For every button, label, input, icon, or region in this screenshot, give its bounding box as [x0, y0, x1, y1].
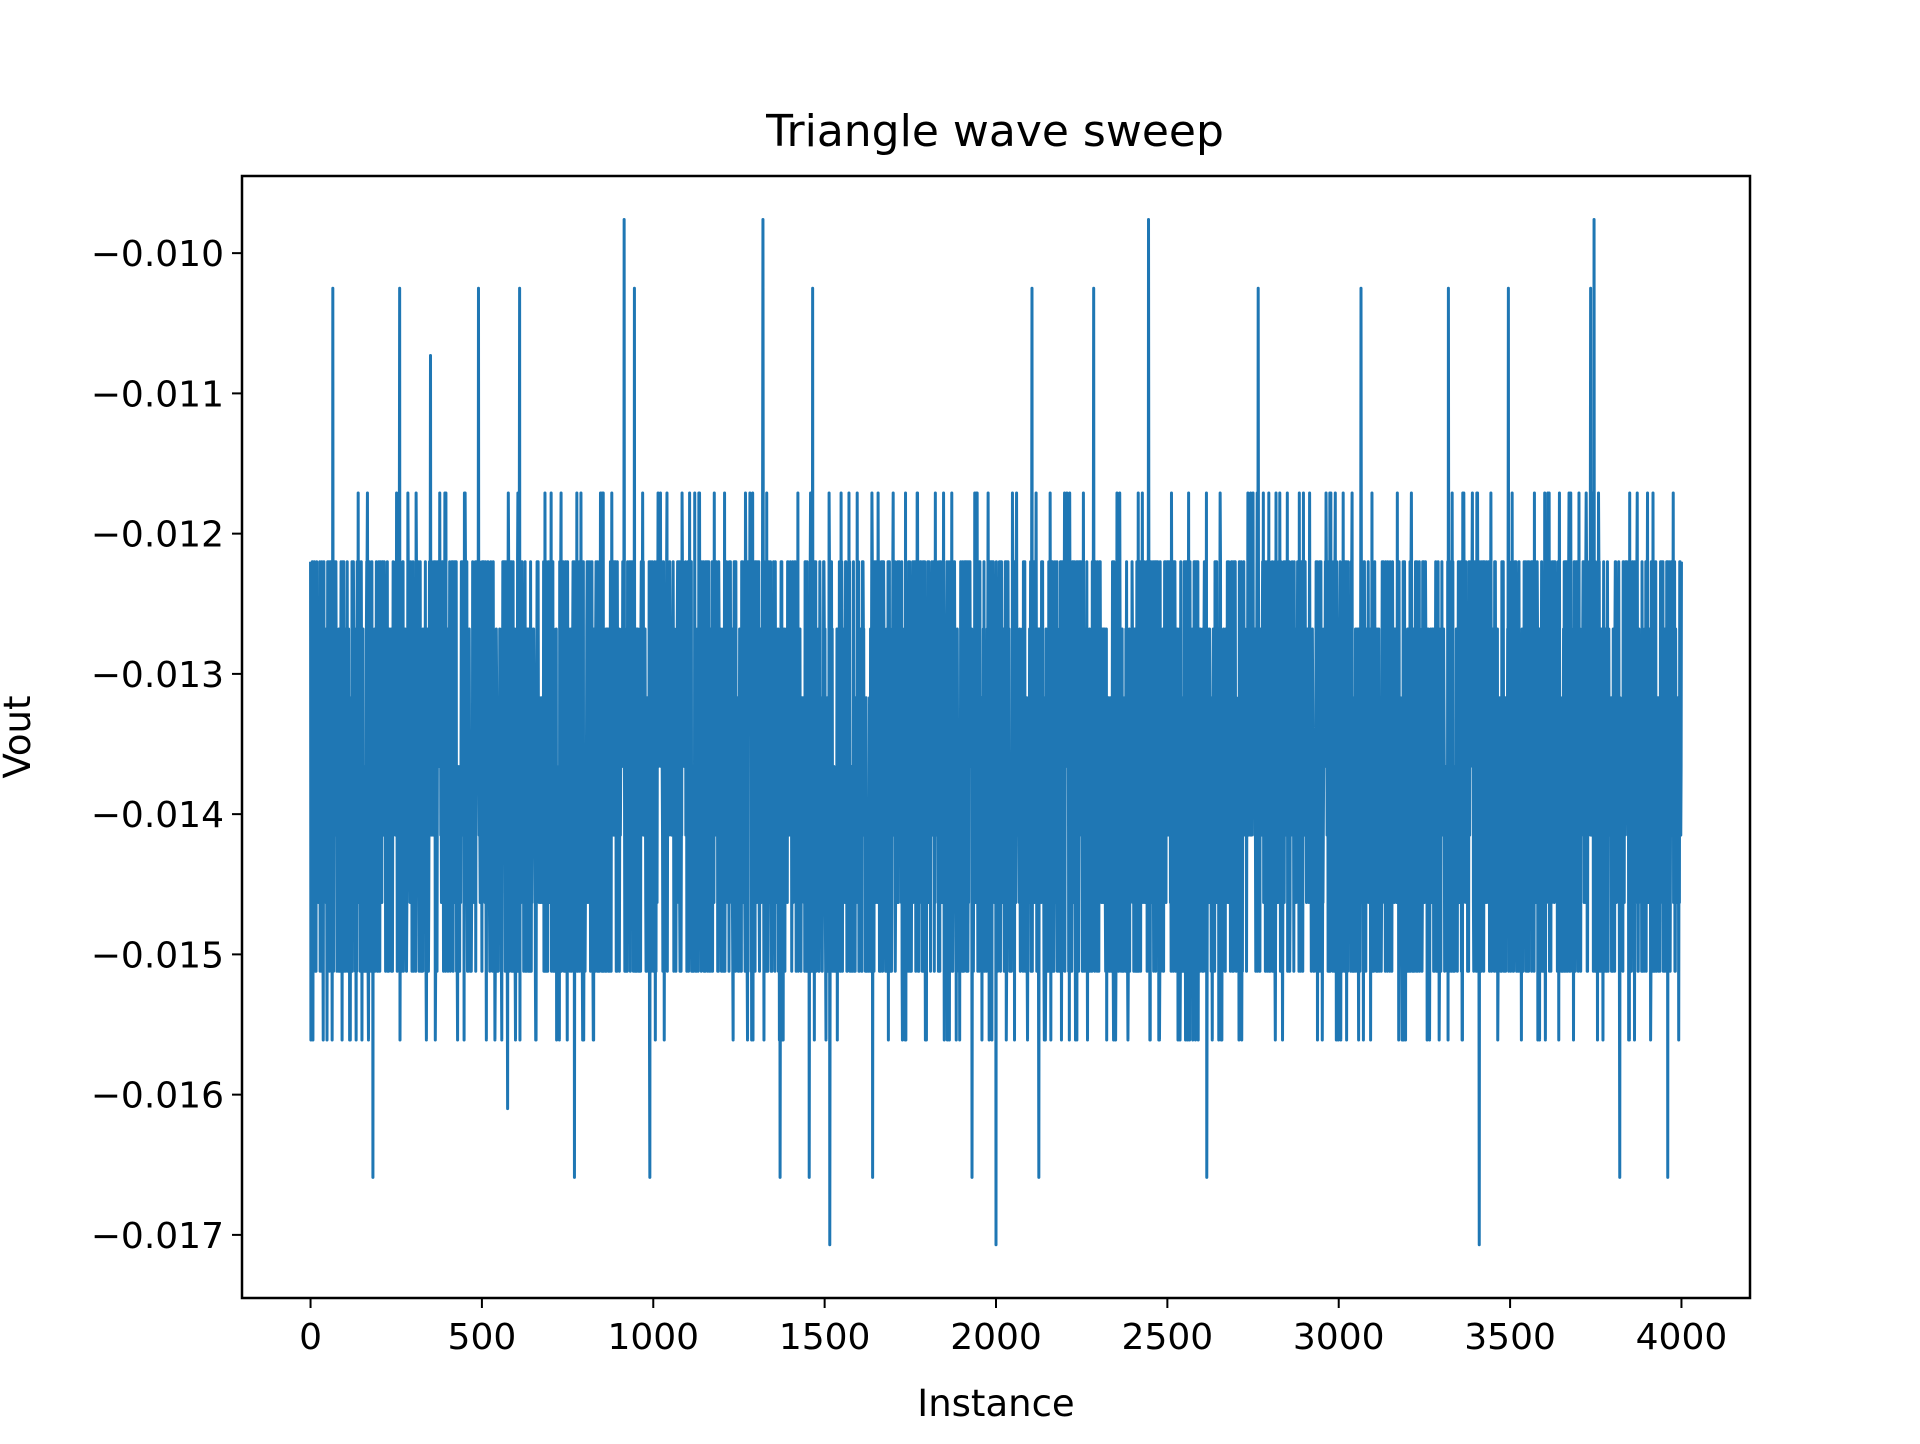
x-tick-label: 0 — [299, 1317, 322, 1358]
x-tick-label: 1000 — [607, 1317, 699, 1358]
y-tick-label: −0.015 — [91, 935, 224, 976]
y-axis: −0.010 −0.011 −0.012 −0.013 −0.014 −0.015 −0.0… — [91, 234, 242, 1257]
series-line — [309, 217, 1683, 1247]
x-tick-label: 500 — [448, 1317, 517, 1358]
x-tick-label: 3000 — [1293, 1317, 1385, 1358]
y-tick-label: −0.014 — [91, 795, 224, 836]
y-tick-label: −0.013 — [91, 655, 224, 696]
x-tick-label: 2500 — [1122, 1317, 1214, 1358]
x-tick-label: 1500 — [779, 1317, 871, 1358]
x-axis: 0 500 1000 1500 2000 2500 3000 3500 4000 — [299, 1298, 1727, 1358]
chart-title: Triangle wave sweep — [765, 106, 1224, 157]
y-tick-label: −0.012 — [91, 515, 224, 556]
y-tick-label: −0.010 — [91, 234, 224, 275]
plot-area — [309, 217, 1683, 1247]
y-axis-label: Vout — [0, 695, 39, 778]
x-axis-label: Instance — [917, 1382, 1074, 1425]
y-tick-label: −0.016 — [91, 1076, 224, 1117]
x-tick-label: 4000 — [1636, 1317, 1728, 1358]
y-tick-label: −0.017 — [91, 1216, 224, 1257]
y-tick-label: −0.011 — [91, 374, 224, 415]
x-tick-label: 2000 — [950, 1317, 1042, 1358]
x-tick-label: 3500 — [1464, 1317, 1556, 1358]
